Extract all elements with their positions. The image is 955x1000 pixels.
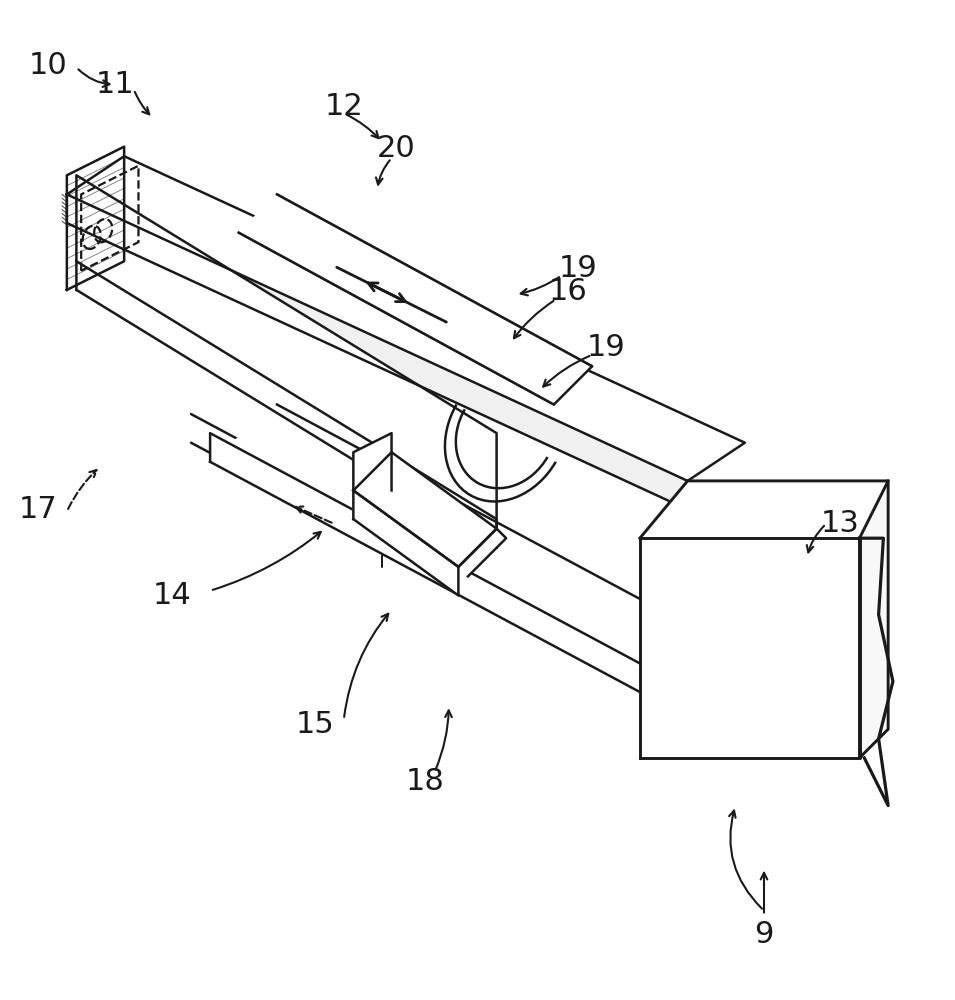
FancyArrowPatch shape <box>376 160 390 185</box>
Polygon shape <box>640 481 888 538</box>
Polygon shape <box>67 194 688 510</box>
Text: 20: 20 <box>377 134 415 163</box>
Text: 12: 12 <box>325 92 363 121</box>
FancyArrowPatch shape <box>514 301 554 338</box>
FancyArrowPatch shape <box>68 470 96 509</box>
Polygon shape <box>860 481 888 758</box>
Polygon shape <box>239 194 592 405</box>
FancyArrowPatch shape <box>296 507 331 523</box>
Polygon shape <box>67 147 124 290</box>
FancyArrowPatch shape <box>729 811 762 909</box>
FancyArrowPatch shape <box>344 614 389 717</box>
Polygon shape <box>210 405 812 748</box>
Text: 15: 15 <box>296 710 334 739</box>
Polygon shape <box>67 156 745 481</box>
FancyArrowPatch shape <box>135 92 149 114</box>
Polygon shape <box>76 261 497 548</box>
Text: 13: 13 <box>821 509 860 538</box>
Text: 19: 19 <box>559 254 597 283</box>
Text: 14: 14 <box>153 581 191 610</box>
Text: 19: 19 <box>587 333 626 362</box>
FancyArrowPatch shape <box>520 277 560 295</box>
Text: 18: 18 <box>406 767 444 796</box>
Text: 16: 16 <box>549 277 587 306</box>
Polygon shape <box>76 175 497 548</box>
FancyArrowPatch shape <box>543 356 589 387</box>
Polygon shape <box>210 433 745 748</box>
Text: 9: 9 <box>754 920 774 949</box>
Polygon shape <box>353 490 458 596</box>
FancyArrowPatch shape <box>435 710 452 770</box>
FancyArrowPatch shape <box>78 69 110 87</box>
FancyArrowPatch shape <box>347 114 378 138</box>
Polygon shape <box>353 433 392 519</box>
FancyArrowPatch shape <box>337 267 405 302</box>
FancyArrowPatch shape <box>807 526 824 552</box>
FancyArrowPatch shape <box>213 532 321 590</box>
Polygon shape <box>640 538 860 758</box>
Polygon shape <box>458 529 506 576</box>
FancyArrowPatch shape <box>369 283 446 322</box>
Text: 17: 17 <box>19 495 57 524</box>
Text: 11: 11 <box>96 70 134 99</box>
Text: 10: 10 <box>29 51 67 80</box>
Polygon shape <box>353 452 497 567</box>
